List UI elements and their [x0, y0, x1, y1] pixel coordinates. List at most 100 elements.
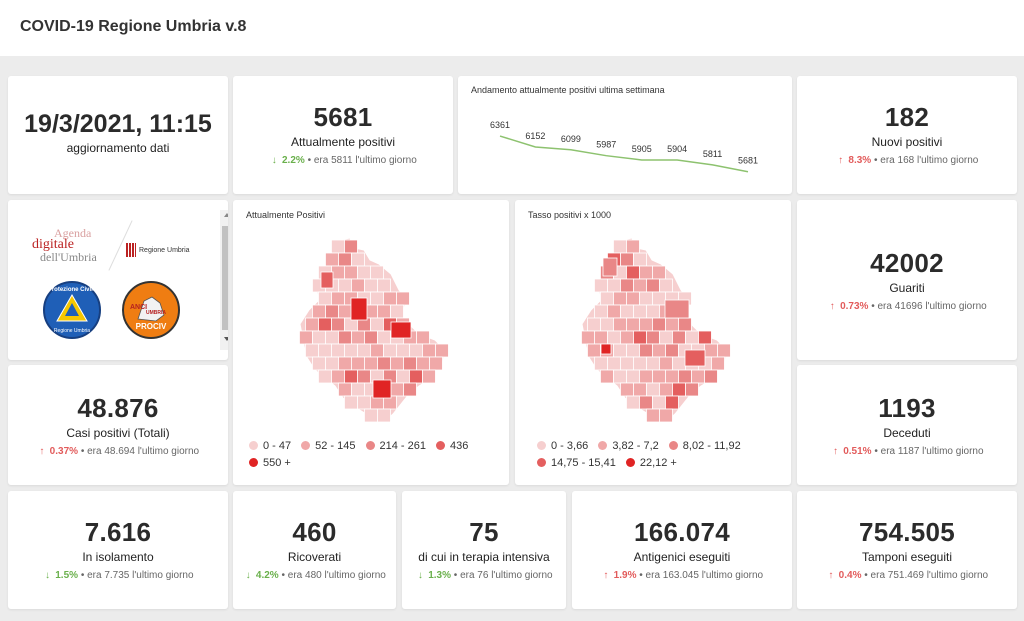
legend-item[interactable]: 436: [436, 438, 468, 455]
municipality-area[interactable]: [331, 343, 345, 358]
municipality-area[interactable]: [370, 291, 384, 306]
municipality-area[interactable]: [639, 291, 653, 306]
municipality-area[interactable]: [364, 330, 378, 345]
scroll-up-icon[interactable]: [224, 213, 228, 217]
legend-item[interactable]: 14,75 - 15,41: [537, 455, 616, 472]
municipality-area[interactable]: [639, 395, 653, 410]
municipality-area[interactable]: [691, 369, 705, 384]
municipality-area[interactable]: [652, 291, 666, 306]
legend-item[interactable]: 3,82 - 7,2: [598, 438, 659, 455]
municipality-area[interactable]: [620, 252, 634, 267]
municipality-area[interactable]: [620, 278, 634, 293]
municipality-area[interactable]: [351, 382, 365, 397]
municipality-area[interactable]: [364, 408, 378, 423]
municipality-area[interactable]: [403, 382, 417, 397]
municipality-area[interactable]: [665, 343, 679, 358]
municipality-area[interactable]: [659, 382, 673, 397]
municipality-area[interactable]: [312, 330, 326, 345]
municipality-area[interactable]: [312, 304, 326, 319]
municipality-area[interactable]: [331, 265, 345, 280]
municipality-area[interactable]: [357, 369, 371, 384]
municipality-area[interactable]: [717, 343, 731, 358]
municipality-area[interactable]: [325, 252, 339, 267]
municipality-area[interactable]: [652, 265, 666, 280]
municipality-area[interactable]: [665, 395, 679, 410]
municipality-area[interactable]: [659, 278, 673, 293]
municipality-area[interactable]: [320, 271, 334, 289]
municipality-area[interactable]: [305, 343, 319, 358]
municipality-area[interactable]: [613, 239, 627, 254]
municipality-area[interactable]: [607, 278, 621, 293]
municipality-area[interactable]: [396, 291, 410, 306]
municipality-area[interactable]: [620, 356, 634, 371]
municipality-area[interactable]: [646, 356, 660, 371]
municipality-area[interactable]: [678, 317, 692, 332]
municipality-area[interactable]: [370, 343, 384, 358]
municipality-area[interactable]: [325, 356, 339, 371]
municipality-area[interactable]: [659, 356, 673, 371]
municipality-area[interactable]: [607, 304, 621, 319]
municipality-area[interactable]: [390, 304, 404, 319]
municipality-area[interactable]: [416, 356, 430, 371]
municipality-area[interactable]: [626, 343, 640, 358]
municipality-area[interactable]: [633, 356, 647, 371]
municipality-area[interactable]: [581, 330, 595, 345]
municipality-area[interactable]: [652, 395, 666, 410]
municipality-area[interactable]: [390, 356, 404, 371]
municipality-area[interactable]: [396, 369, 410, 384]
municipality-area[interactable]: [620, 304, 634, 319]
municipality-area[interactable]: [377, 278, 391, 293]
legend-item[interactable]: 22,12 +: [625, 455, 677, 472]
municipality-area[interactable]: [594, 356, 608, 371]
municipality-area[interactable]: [370, 265, 384, 280]
municipality-area[interactable]: [299, 330, 313, 345]
municipality-area[interactable]: [396, 343, 410, 358]
municipality-area[interactable]: [318, 369, 332, 384]
municipality-area[interactable]: [344, 395, 358, 410]
municipality-area[interactable]: [613, 343, 627, 358]
municipality-area[interactable]: [390, 321, 412, 339]
choropleth-map-tasso[interactable]: [515, 200, 791, 485]
municipality-area[interactable]: [626, 291, 640, 306]
municipality-area[interactable]: [711, 356, 725, 371]
municipality-area[interactable]: [377, 330, 391, 345]
municipality-area[interactable]: [646, 382, 660, 397]
municipality-area[interactable]: [416, 330, 430, 345]
municipality-area[interactable]: [633, 252, 647, 267]
municipality-area[interactable]: [377, 304, 391, 319]
municipality-area[interactable]: [626, 395, 640, 410]
municipality-area[interactable]: [338, 356, 352, 371]
municipality-area[interactable]: [626, 239, 640, 254]
municipality-area[interactable]: [672, 382, 686, 397]
municipality-area[interactable]: [409, 369, 423, 384]
municipality-area[interactable]: [338, 304, 352, 319]
municipality-area[interactable]: [659, 330, 673, 345]
municipality-area[interactable]: [639, 369, 653, 384]
municipality-area[interactable]: [664, 299, 690, 319]
municipality-area[interactable]: [684, 349, 706, 367]
municipality-area[interactable]: [646, 330, 660, 345]
municipality-area[interactable]: [607, 330, 621, 345]
municipality-area[interactable]: [633, 330, 647, 345]
municipality-area[interactable]: [672, 356, 686, 371]
municipality-area[interactable]: [331, 291, 345, 306]
municipality-area[interactable]: [357, 395, 371, 410]
municipality-area[interactable]: [364, 278, 378, 293]
municipality-area[interactable]: [422, 369, 436, 384]
legend-item[interactable]: 0 - 3,66: [537, 438, 588, 455]
municipality-area[interactable]: [613, 369, 627, 384]
municipality-area[interactable]: [318, 343, 332, 358]
municipality-area[interactable]: [646, 408, 660, 423]
municipality-area[interactable]: [607, 356, 621, 371]
municipality-area[interactable]: [351, 278, 365, 293]
municipality-area[interactable]: [704, 343, 718, 358]
municipality-area[interactable]: [626, 369, 640, 384]
municipality-area[interactable]: [357, 265, 371, 280]
municipality-area[interactable]: [338, 252, 352, 267]
municipality-area[interactable]: [633, 278, 647, 293]
logos-scrollbar[interactable]: [220, 210, 228, 350]
municipality-area[interactable]: [633, 304, 647, 319]
municipality-area[interactable]: [403, 356, 417, 371]
municipality-area[interactable]: [325, 330, 339, 345]
municipality-area[interactable]: [370, 317, 384, 332]
